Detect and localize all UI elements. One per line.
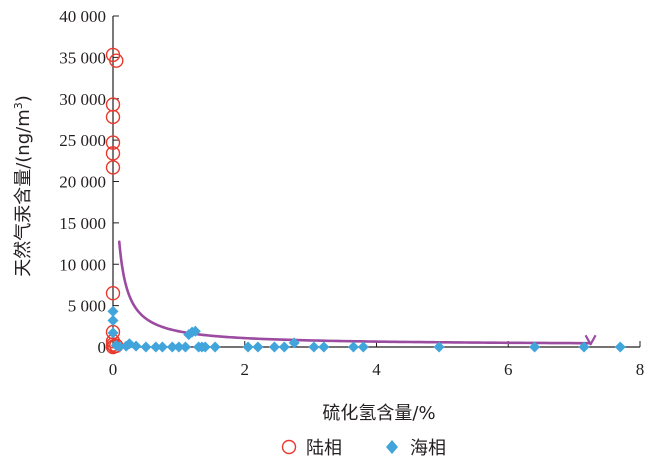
marine-point (189, 325, 201, 337)
marine-point (166, 341, 178, 353)
terrestrial-point (109, 53, 124, 68)
marine-point (357, 341, 369, 353)
marine-point (614, 341, 626, 353)
y-tick-label: 40 000 (59, 7, 106, 26)
legend-marker-terrestrial (281, 439, 297, 455)
axes: 0 2 4 6 8 0 5 000 10 000 15 000 20 000 25 000 30 00… (59, 7, 644, 379)
y-tick-label: 20 000 (59, 173, 106, 192)
marine-point (308, 341, 320, 353)
y-tick-label: 0 (98, 338, 107, 357)
y-tick-label: 10 000 (59, 255, 106, 274)
x-tick-label: 2 (241, 360, 250, 379)
y-axis-title: 天然气汞含量/(ng/m3) (12, 95, 34, 277)
marine-point (140, 341, 152, 353)
marine-point (114, 341, 126, 353)
x-tick-label: 6 (504, 360, 513, 379)
marine-point (347, 341, 359, 353)
terrestrial-point (105, 286, 121, 301)
marine-point (209, 341, 221, 353)
terrestrial-point (105, 135, 121, 150)
trend-curve-group (117, 240, 597, 346)
legend-label-marine: 海相 (410, 438, 446, 459)
terrestrial-point (105, 160, 121, 175)
marine-point (288, 337, 300, 349)
marine-point (268, 341, 280, 353)
y-tick-label: 5 000 (68, 297, 106, 316)
marine-point (107, 327, 119, 339)
marine-point (107, 305, 119, 317)
marine-point (578, 341, 590, 353)
x-axis-title: 硫化氢含量/% (322, 403, 435, 424)
terrestrial-point (105, 146, 121, 161)
x-tick-label: 4 (372, 360, 381, 379)
marine-point (130, 340, 142, 352)
marine-point (318, 341, 330, 353)
marine-point (252, 341, 264, 353)
marine-point (242, 341, 254, 353)
marine-point (107, 315, 119, 327)
y-axis-title-close: ) (13, 95, 34, 102)
labels: 硫化氢含量/% 天然气汞含量/(ng/m3) (12, 95, 436, 424)
legend: 陆相 海相 (281, 438, 446, 459)
series-marine (107, 305, 626, 353)
x-tick-label: 8 (636, 360, 645, 379)
marine-point (173, 341, 185, 353)
y-tick-label: 15 000 (59, 214, 106, 233)
marine-point (529, 341, 541, 353)
trend-curve-arrow (117, 240, 597, 346)
marine-point (179, 341, 191, 353)
marine-point (199, 341, 211, 353)
marine-point (433, 341, 445, 353)
y-axis-title-superscript: 3 (12, 102, 25, 109)
marine-point (156, 341, 168, 353)
y-tick-label: 30 000 (59, 90, 106, 109)
y-tick-label: 35 000 (59, 48, 106, 67)
y-tick-label: 25 000 (59, 131, 106, 150)
x-tick-label: 0 (109, 360, 118, 379)
y-axis-title-main: 天然气汞含量/(ng/m (13, 109, 34, 277)
legend-marker-marine (386, 440, 398, 454)
marine-point (278, 341, 290, 353)
terrestrial-point (105, 109, 121, 125)
legend-label-terrestrial: 陆相 (306, 438, 342, 459)
marine-point (150, 341, 162, 353)
